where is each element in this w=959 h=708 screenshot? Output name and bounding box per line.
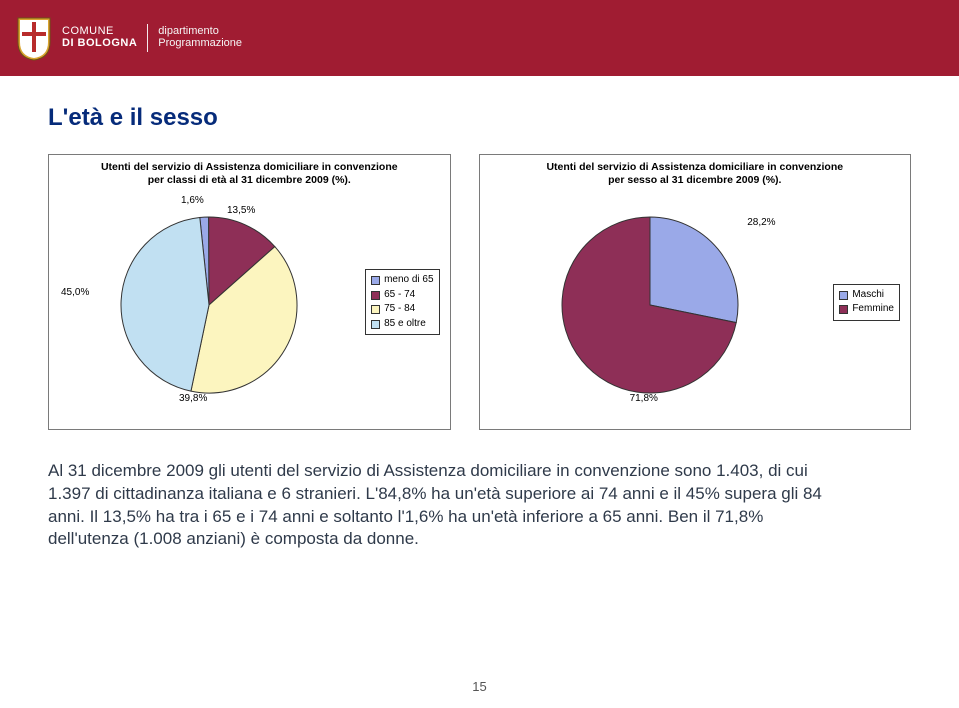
chart-sex-title: Utenti del servizio di Assistenza domici… bbox=[490, 161, 900, 187]
legend-row: 75 - 84 bbox=[371, 302, 433, 317]
page-number: 15 bbox=[0, 679, 959, 694]
org-line2: DI BOLOGNA bbox=[62, 38, 137, 50]
legend-label: 65 - 74 bbox=[384, 288, 415, 303]
header-text: COMUNE DI BOLOGNA dipartimento Programma… bbox=[62, 24, 242, 52]
pct-sex-1: 71,8% bbox=[630, 393, 658, 404]
page-content: L'età e il sesso Utenti del servizio di … bbox=[0, 76, 959, 551]
legend-row: Femmine bbox=[839, 302, 894, 317]
chart-age-legend: meno di 6565 - 7475 - 8485 e oltre bbox=[365, 269, 439, 335]
legend-label: Maschi bbox=[852, 288, 884, 303]
chart-age-pie bbox=[59, 189, 339, 415]
dept-line2: Programmazione bbox=[158, 38, 242, 50]
pct-age-1: 13,5% bbox=[227, 205, 255, 216]
body-text: Al 31 dicembre 2009 gli utenti del servi… bbox=[48, 460, 848, 551]
chart-sex-box: Utenti del servizio di Assistenza domici… bbox=[479, 154, 911, 430]
org-name: COMUNE DI BOLOGNA bbox=[62, 26, 137, 49]
legend-row: 65 - 74 bbox=[371, 288, 433, 303]
crest-logo bbox=[14, 14, 54, 62]
chart-age-box: Utenti del servizio di Assistenza domici… bbox=[48, 154, 451, 430]
legend-label: Femmine bbox=[852, 302, 894, 317]
pct-age-2: 39,8% bbox=[179, 393, 207, 404]
pct-age-3: 45,0% bbox=[61, 287, 89, 298]
page-title: L'età e il sesso bbox=[48, 104, 911, 132]
header-band: COMUNE DI BOLOGNA dipartimento Programma… bbox=[0, 0, 959, 76]
legend-row: 85 e oltre bbox=[371, 317, 433, 332]
legend-swatch bbox=[371, 305, 380, 314]
chart-age-title: Utenti del servizio di Assistenza domici… bbox=[59, 161, 440, 187]
legend-swatch bbox=[371, 320, 380, 329]
legend-swatch bbox=[839, 305, 848, 314]
chart-age-pie-wrap: 1,6% 13,5% 39,8% 45,0% meno di 6565 - 74… bbox=[59, 189, 440, 415]
legend-label: 75 - 84 bbox=[384, 302, 415, 317]
legend-label: meno di 65 bbox=[384, 273, 433, 288]
pct-sex-0: 28,2% bbox=[747, 217, 775, 228]
legend-swatch bbox=[371, 291, 380, 300]
chart-sex-legend: MaschiFemmine bbox=[833, 284, 900, 321]
header-divider bbox=[147, 24, 148, 52]
charts-row: Utenti del servizio di Assistenza domici… bbox=[48, 154, 911, 430]
legend-swatch bbox=[839, 291, 848, 300]
legend-row: Maschi bbox=[839, 288, 894, 303]
legend-label: 85 e oltre bbox=[384, 317, 426, 332]
chart-sex-pie-wrap: 28,2% 71,8% MaschiFemmine bbox=[490, 189, 900, 415]
legend-swatch bbox=[371, 276, 380, 285]
pct-age-0: 1,6% bbox=[181, 195, 204, 206]
legend-row: meno di 65 bbox=[371, 273, 433, 288]
dept-name: dipartimento Programmazione bbox=[158, 26, 242, 49]
